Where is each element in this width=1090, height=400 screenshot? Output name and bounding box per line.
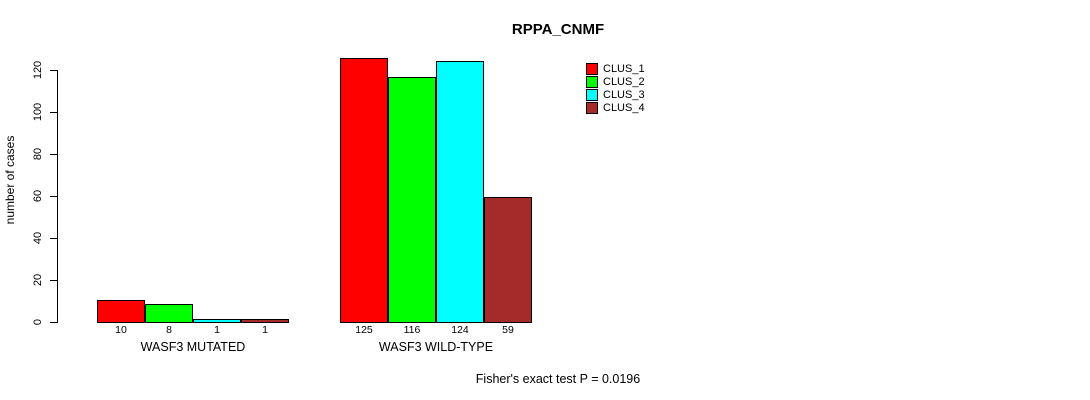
- y-tick-label: 80: [32, 147, 44, 161]
- bar-value-label: 124: [451, 324, 469, 336]
- legend-swatch-icon: [586, 88, 598, 101]
- y-axis-line: [57, 70, 58, 323]
- bar-clus_1-group1: [97, 300, 145, 323]
- annotation-text: Fisher's exact test P = 0.0196: [475, 372, 641, 386]
- x-group-label: WASF3 MUTATED: [140, 340, 246, 354]
- bar-value-label: 1: [262, 324, 268, 336]
- bar-clus_3-group2: [436, 61, 484, 323]
- y-tick-mark: [50, 70, 57, 71]
- bar-value-label: 1: [214, 324, 220, 336]
- legend-swatch-icon: [586, 75, 598, 88]
- y-axis-label: number of cases: [3, 135, 17, 225]
- y-tick-label: 60: [32, 189, 44, 203]
- chart-title: RPPA_CNMF: [511, 21, 605, 38]
- y-tick-mark: [50, 322, 57, 323]
- y-tick-mark: [50, 154, 57, 155]
- y-tick-label: 20: [32, 273, 44, 287]
- legend-swatch-icon: [586, 62, 598, 75]
- bar-value-label: 116: [403, 324, 421, 336]
- bar-clus_3-group1: [193, 319, 241, 323]
- y-tick-mark: [50, 196, 57, 197]
- y-tick-mark: [50, 280, 57, 281]
- legend-label: CLUS_4: [603, 101, 645, 114]
- y-tick-mark: [50, 112, 57, 113]
- bar-clus_1-group2: [340, 58, 388, 323]
- bar-value-label: 125: [355, 324, 373, 336]
- bar-value-label: 10: [115, 324, 127, 336]
- legend-swatch-icon: [586, 101, 598, 114]
- legend-label: CLUS_1: [603, 62, 645, 75]
- x-group-label: WASF3 WILD-TYPE: [378, 340, 494, 354]
- bar-clus_2-group2: [388, 77, 436, 323]
- bar-clus_4-group2: [484, 197, 532, 323]
- legend-label: CLUS_3: [603, 88, 645, 101]
- legend-label: CLUS_2: [603, 75, 645, 88]
- y-tick-label: 120: [32, 60, 44, 80]
- legend: CLUS_1 CLUS_2 CLUS_3 CLUS_4: [586, 62, 645, 114]
- y-tick-label: 100: [32, 102, 44, 122]
- legend-item-clus_4: CLUS_4: [586, 101, 645, 114]
- legend-item-clus_3: CLUS_3: [586, 88, 645, 101]
- legend-item-clus_1: CLUS_1: [586, 62, 645, 75]
- bar-clus_4-group1: [241, 319, 289, 323]
- bar-clus_2-group1: [145, 304, 193, 323]
- y-tick-label: 0: [32, 318, 44, 326]
- bar-value-label: 59: [502, 324, 514, 336]
- legend-item-clus_2: CLUS_2: [586, 75, 645, 88]
- bar-value-label: 8: [166, 324, 172, 336]
- y-tick-label: 40: [32, 231, 44, 245]
- y-tick-mark: [50, 238, 57, 239]
